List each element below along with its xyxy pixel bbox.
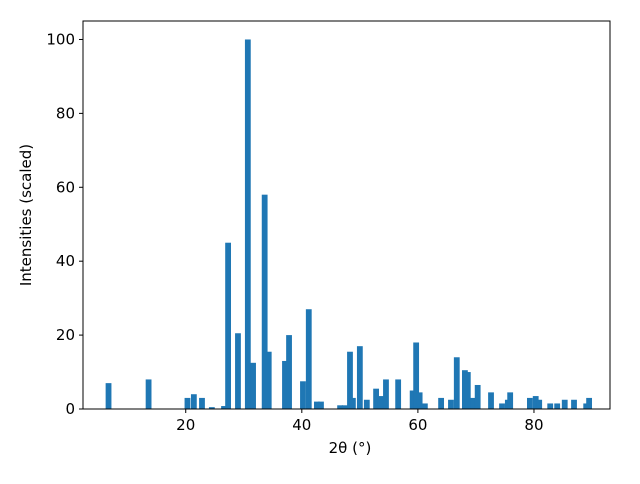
- bar: [199, 397, 205, 409]
- bar: [244, 39, 251, 409]
- bar: [395, 379, 402, 409]
- bar: [349, 397, 356, 409]
- bar: [337, 405, 344, 409]
- bar: [282, 360, 288, 409]
- bar: [341, 405, 348, 409]
- bar: [453, 357, 460, 409]
- bar: [547, 403, 554, 409]
- bar: [421, 403, 428, 409]
- bar: [499, 403, 505, 409]
- bar: [383, 379, 389, 409]
- bar: [208, 407, 215, 409]
- bar: [488, 392, 494, 409]
- bar: [536, 399, 543, 409]
- x-tick-label: 20: [176, 416, 195, 434]
- bar: [474, 384, 481, 409]
- bar: [507, 392, 514, 409]
- bar: [105, 383, 112, 409]
- bar: [409, 390, 416, 409]
- bar: [356, 346, 363, 409]
- bar: [305, 309, 312, 409]
- bar: [532, 396, 539, 409]
- y-tick-label: 80: [56, 104, 75, 122]
- bar: [221, 406, 227, 409]
- bar: [184, 397, 191, 409]
- bar: [286, 335, 292, 409]
- y-axis-label: Intensities (scaled): [17, 144, 35, 286]
- x-tick-label: 80: [524, 416, 543, 434]
- bar: [265, 351, 272, 409]
- bar: [318, 401, 324, 409]
- bar: [561, 399, 568, 409]
- bar: [527, 397, 533, 409]
- bar: [413, 342, 420, 409]
- bar: [235, 333, 241, 409]
- bar: [363, 399, 370, 409]
- y-tick-label: 0: [65, 400, 75, 418]
- bar: [464, 372, 471, 409]
- bar: [438, 397, 445, 409]
- bar: [300, 381, 306, 409]
- y-tick-label: 60: [56, 178, 75, 196]
- bar: [145, 379, 152, 409]
- x-tick-label: 60: [408, 416, 427, 434]
- bar: [586, 397, 593, 409]
- bar: [347, 351, 353, 409]
- y-tick-label: 40: [56, 252, 75, 270]
- bar: [448, 399, 454, 409]
- bar: [250, 362, 256, 409]
- bar: [313, 401, 320, 409]
- plot-frame: [82, 20, 611, 410]
- bar: [571, 399, 577, 409]
- y-tick-label: 100: [46, 30, 75, 48]
- bar: [225, 242, 232, 409]
- bar: [373, 388, 380, 409]
- y-tick-label: 20: [56, 326, 75, 344]
- x-axis-label: 2θ (°): [329, 439, 372, 457]
- x-tick-label: 40: [292, 416, 311, 434]
- bar: [377, 396, 384, 409]
- bar: [470, 397, 476, 409]
- bar: [261, 194, 268, 409]
- bar: [190, 394, 197, 409]
- bar: [416, 392, 423, 409]
- bar: [554, 403, 561, 409]
